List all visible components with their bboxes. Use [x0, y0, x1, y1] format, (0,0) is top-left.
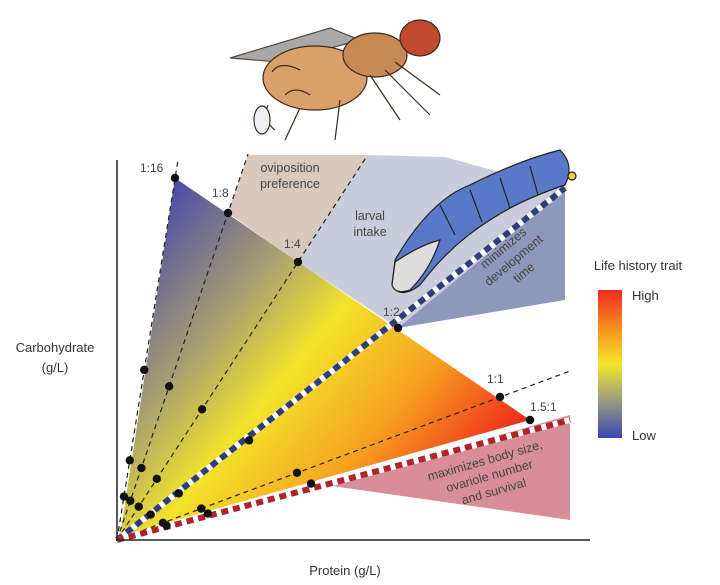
ray-thick: [115, 185, 567, 543]
dot: [162, 521, 171, 530]
dot: [244, 436, 254, 445]
ratio-label: 1:8: [212, 186, 229, 200]
region-label: larval: [355, 209, 385, 223]
dot: [525, 415, 535, 425]
dot: [134, 502, 143, 511]
dot: [174, 489, 184, 498]
dot: [152, 474, 162, 484]
region-label: intake: [353, 225, 386, 239]
dot: [306, 479, 316, 488]
dot: [293, 257, 303, 267]
legend-title: Life history trait: [594, 258, 683, 273]
ray: [116, 153, 249, 541]
body-size-region: [325, 415, 570, 520]
dot: [126, 496, 135, 505]
rays: [115, 153, 571, 543]
dot: [223, 208, 233, 218]
fly-illustration: [229, 19, 441, 141]
dot: [164, 382, 174, 391]
ray: [116, 159, 179, 541]
legend-low: Low: [632, 428, 656, 443]
ratio-label: 1:4: [284, 237, 301, 251]
dot: [119, 492, 129, 501]
x-axis-label: Protein (g/L): [309, 563, 381, 578]
dot: [137, 463, 146, 473]
dot: [197, 405, 207, 414]
ray-thick: [116, 417, 571, 543]
ratio-label: 1:2: [383, 305, 400, 319]
dot: [197, 504, 206, 513]
gradient-triangle: [120, 178, 530, 536]
ratio-label: 1:16: [140, 161, 164, 175]
y-axis-label: Carbohydrate: [16, 340, 95, 355]
ratio-label: 1:1: [487, 372, 504, 386]
region-label: oviposition: [260, 161, 319, 175]
dot: [140, 365, 149, 375]
dots: [119, 173, 535, 530]
legend-high: High: [632, 288, 659, 303]
ratio-label: 1.5:1: [530, 400, 557, 414]
dot: [292, 468, 302, 477]
region-label: preference: [260, 177, 320, 191]
dot: [146, 510, 155, 519]
dot: [170, 173, 180, 183]
legend-colorbar: [598, 290, 622, 438]
oviposition-region: [228, 155, 367, 262]
dot: [203, 509, 213, 518]
dot: [393, 323, 403, 333]
larva-illustration: [391, 149, 577, 294]
dot: [125, 456, 134, 465]
dot: [495, 392, 505, 402]
y-axis-label: (g/L): [42, 360, 69, 375]
